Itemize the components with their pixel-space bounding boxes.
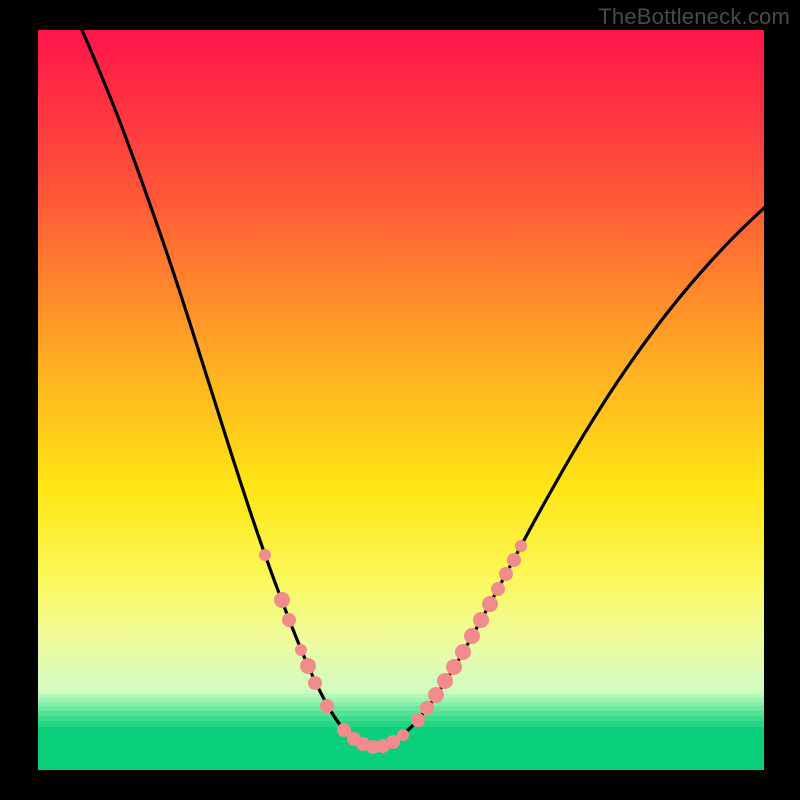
green-band-6 [38, 716, 764, 721]
marker-right-8 [482, 596, 498, 612]
marker-right-4 [446, 659, 462, 675]
marker-left-0 [259, 549, 271, 561]
green-band-1 [38, 694, 764, 698]
marker-left-2 [282, 613, 296, 627]
marker-right-5 [455, 644, 471, 660]
green-band-3 [38, 702, 764, 706]
marker-right-11 [507, 553, 521, 567]
marker-left-6 [320, 699, 334, 713]
marker-left-4 [300, 658, 316, 674]
marker-bottom-6 [397, 729, 409, 741]
marker-right-1 [420, 701, 434, 715]
green-band-4 [38, 706, 764, 711]
marker-right-10 [499, 567, 513, 581]
marker-left-1 [274, 592, 290, 608]
green-band-5 [38, 711, 764, 716]
watermark-text: TheBottleneck.com [598, 4, 790, 30]
marker-right-9 [491, 582, 505, 596]
green-band-0 [38, 690, 764, 694]
marker-left-5 [308, 676, 322, 690]
green-band-2 [38, 698, 764, 702]
chart-frame: TheBottleneck.com [0, 0, 800, 800]
marker-right-0 [411, 713, 425, 727]
marker-right-6 [464, 628, 480, 644]
marker-right-2 [428, 687, 444, 703]
plot-background [38, 30, 764, 770]
marker-right-12 [515, 540, 527, 552]
green-band-7 [38, 721, 764, 727]
marker-right-3 [437, 673, 453, 689]
marker-left-3 [295, 644, 307, 656]
plot-svg [38, 30, 764, 770]
marker-right-7 [473, 612, 489, 628]
